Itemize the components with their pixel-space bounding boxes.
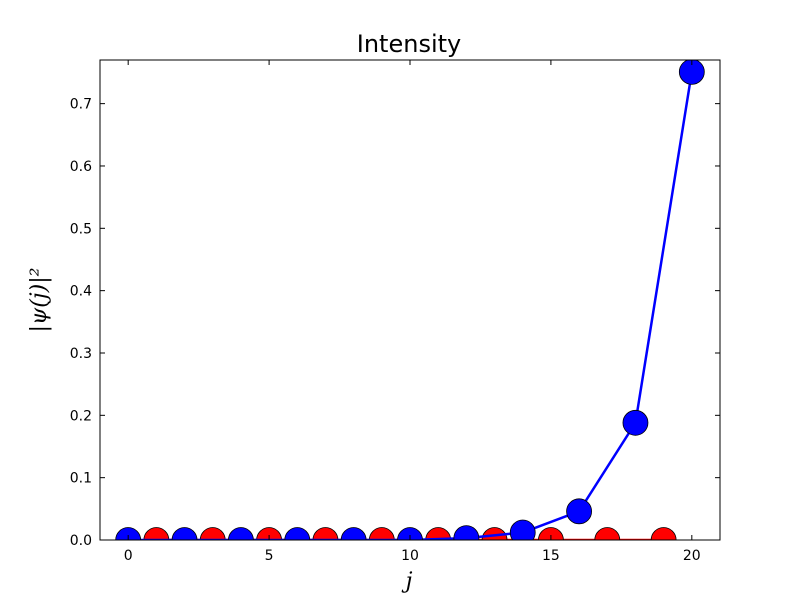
x-tick-label: 20: [683, 548, 701, 564]
y-axis-label: |ψ(j)|²: [27, 268, 52, 333]
data-point: [650, 527, 677, 540]
chart-title: Intensity: [357, 30, 461, 58]
data-point: [115, 527, 142, 540]
plot-frame: [99, 59, 721, 541]
y-tick-label: 0.5: [70, 221, 92, 237]
x-tick-label: 10: [401, 548, 419, 564]
data-point: [284, 527, 311, 540]
y-tick-label: 0.4: [70, 284, 92, 300]
x-tick-label: 5: [265, 548, 274, 564]
data-point: [566, 498, 592, 525]
x-tick-label: 15: [542, 548, 560, 564]
plot-area: [99, 59, 721, 541]
data-point: [256, 527, 282, 540]
y-tick-label: 0.0: [70, 533, 92, 549]
data-point: [368, 527, 395, 540]
data-point: [340, 527, 367, 540]
data-point: [678, 60, 705, 85]
series-group: [115, 60, 705, 540]
data-point: [228, 527, 254, 540]
data-point: [453, 525, 480, 540]
x-axis-ticks: 0 5 10 15 20: [124, 60, 701, 564]
data-point: [143, 527, 170, 540]
y-tick-label: 0.7: [70, 97, 92, 113]
data-point: [312, 527, 339, 540]
data-point: [425, 527, 452, 540]
y-tick-label: 0.6: [70, 159, 92, 175]
data-point: [622, 409, 649, 436]
y-tick-label: 0.2: [70, 408, 92, 424]
data-point: [199, 527, 226, 540]
data-point: [397, 527, 423, 540]
x-tick-label: 0: [124, 548, 133, 564]
data-point: [171, 527, 198, 540]
x-axis-label: j: [401, 569, 413, 594]
y-tick-label: 0.1: [70, 471, 92, 487]
series-line: [128, 71, 694, 540]
y-axis-ticks: 0.0 0.1 0.2 0.3 0.4 0.5 0.6 0.7: [70, 97, 720, 549]
data-point: [509, 519, 536, 540]
data-point: [594, 527, 621, 540]
data-point: [538, 527, 564, 540]
y-tick-label: 0.3: [70, 346, 92, 362]
